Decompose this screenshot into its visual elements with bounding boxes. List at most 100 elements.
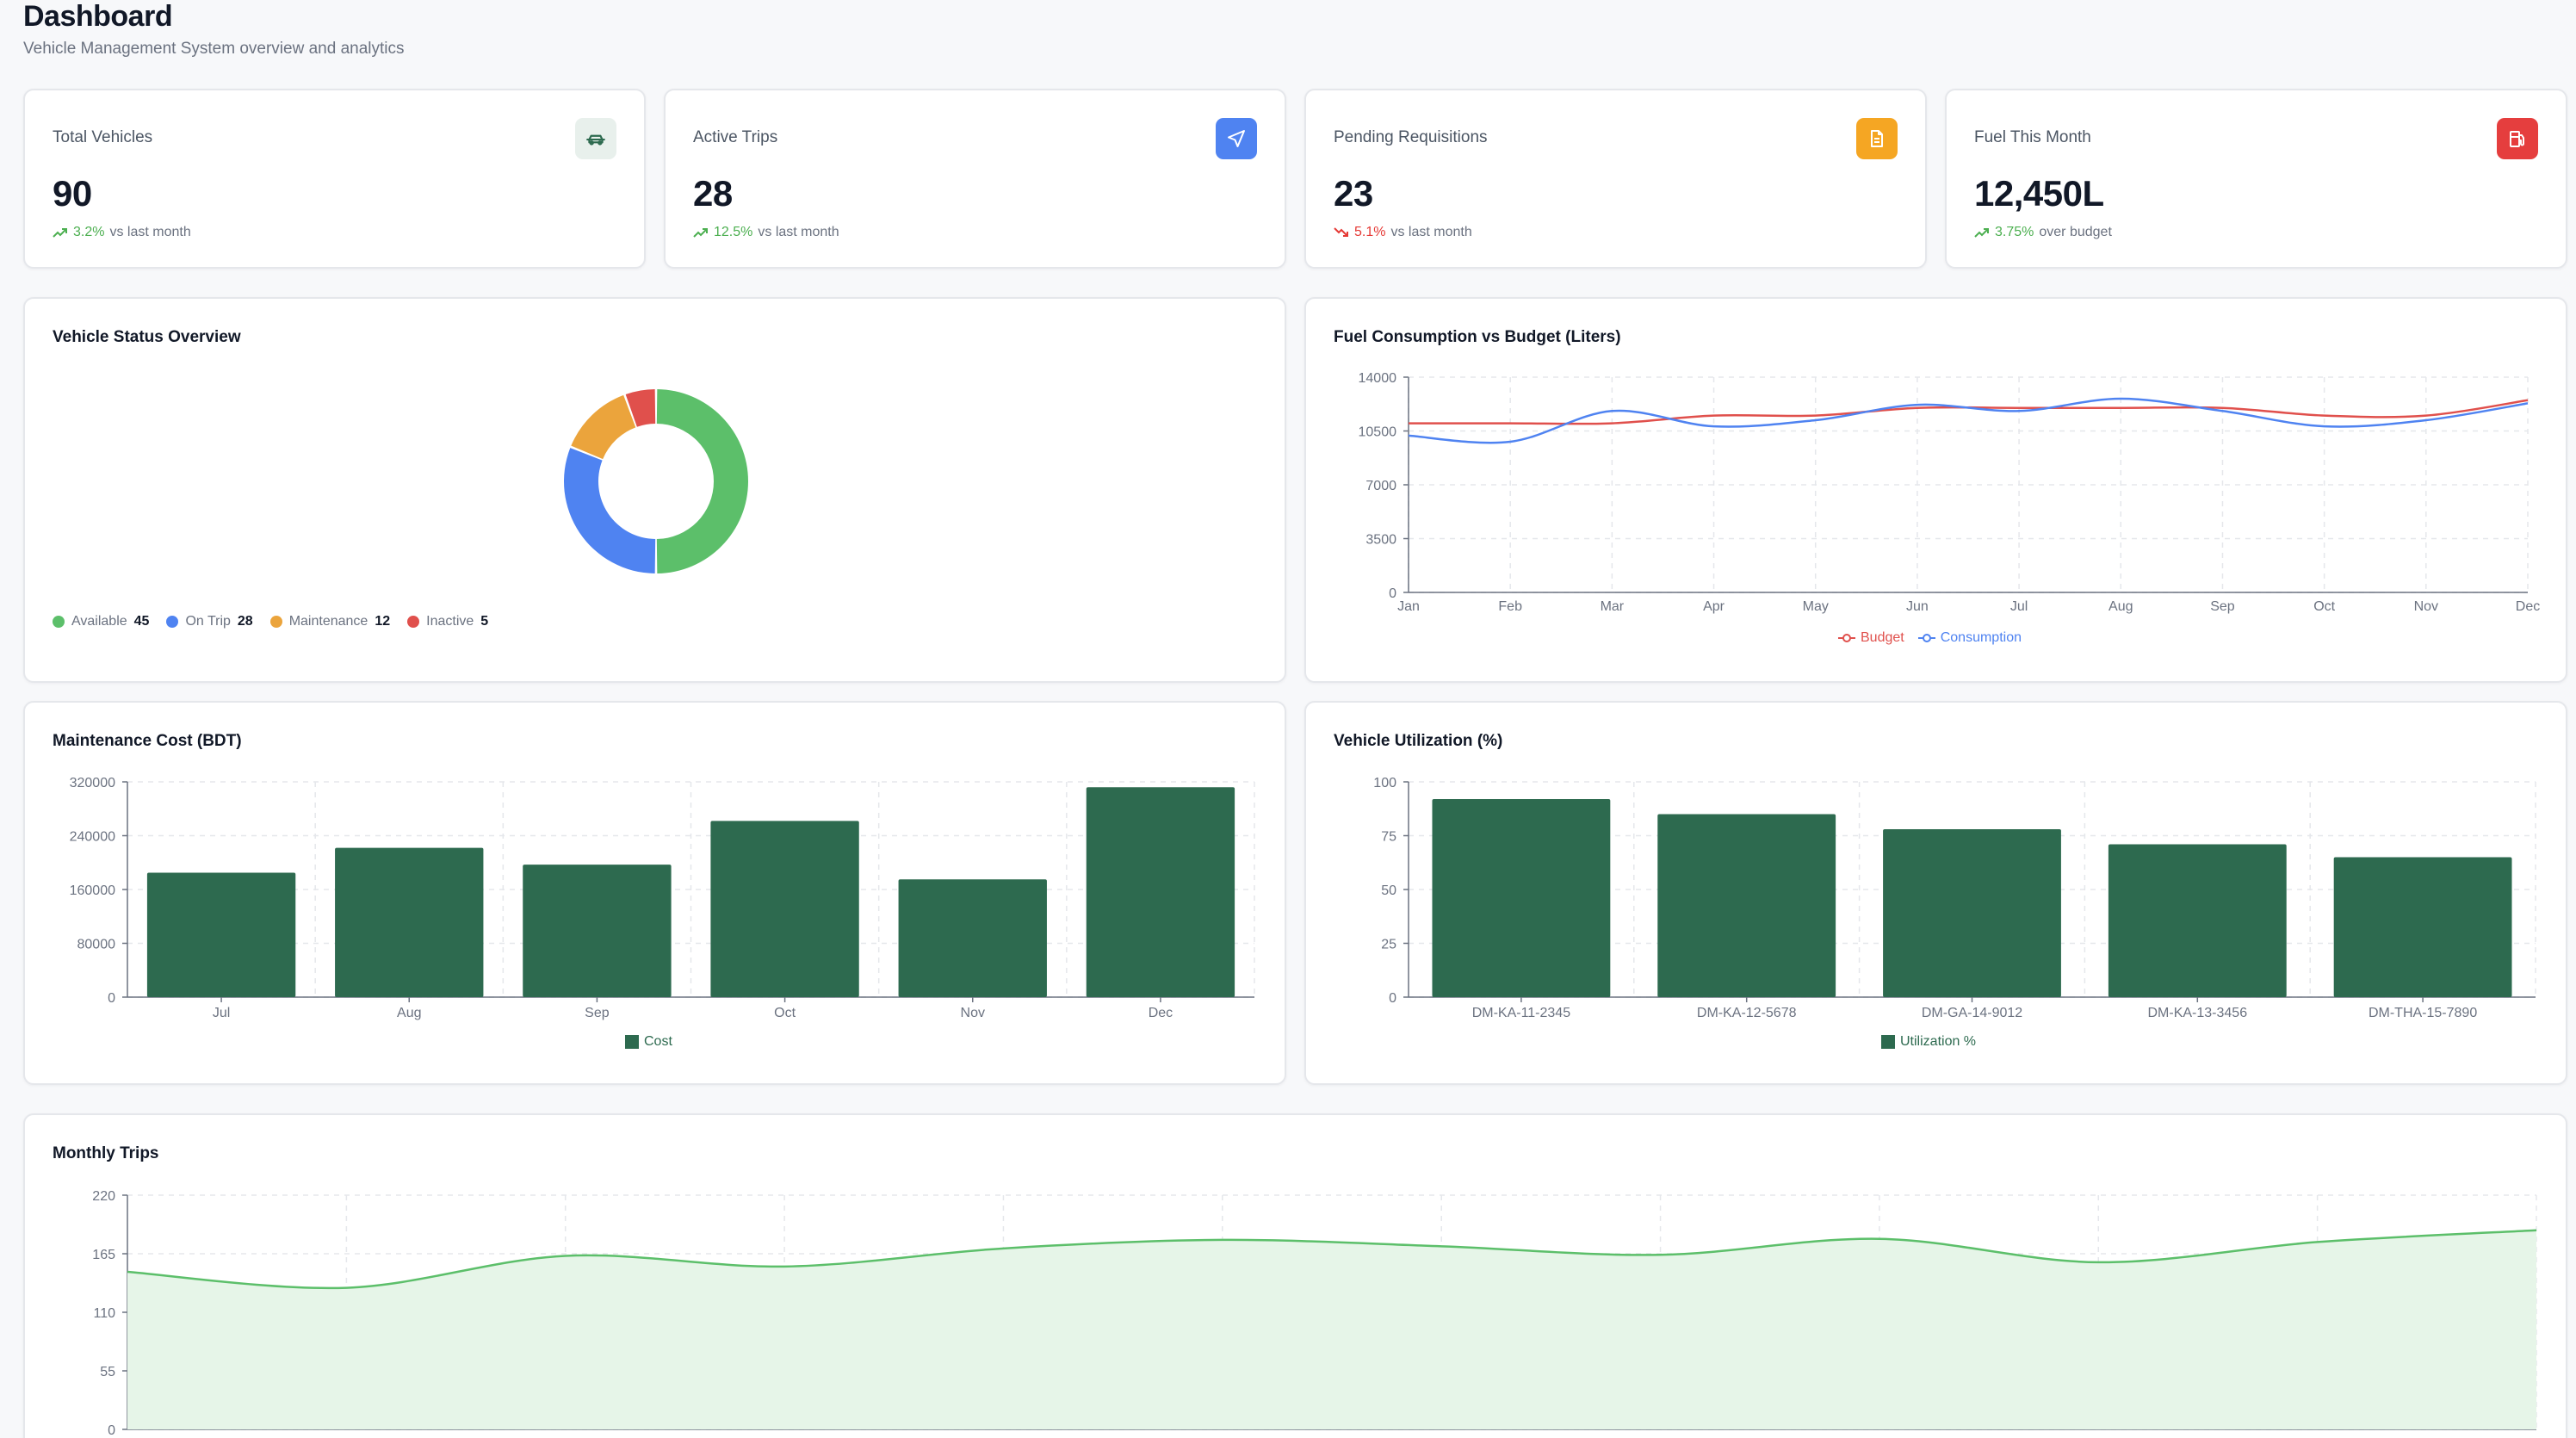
legend-swatch [1917, 634, 1935, 642]
stat-label: Fuel This Month [1974, 128, 2091, 146]
x-tick-label: Jul [213, 1006, 230, 1020]
stat-value: 23 [1334, 173, 1373, 214]
trend-up-icon [1974, 228, 1989, 238]
legend-label: Consumption [1940, 630, 2022, 645]
y-tick-label: 0 [1389, 991, 1396, 1006]
legend-swatch [53, 616, 65, 628]
legend-budget[interactable]: Budget [1838, 630, 1904, 646]
x-tick-label: Nov [2414, 599, 2438, 614]
card-title: Maintenance Cost (BDT) [53, 732, 242, 750]
x-tick-label: Apr [1703, 599, 1725, 614]
legend-cost[interactable]: Cost [625, 1034, 672, 1050]
legend-label: Inactive [426, 614, 474, 629]
area-line [127, 1229, 2537, 1290]
bar [1086, 787, 1235, 997]
legend-swatch [407, 616, 420, 628]
trend-percent: 5.1% [1354, 225, 1386, 239]
legend-count: 5 [480, 614, 489, 629]
stat-trend: 12.5% vs last month [693, 225, 839, 240]
utilization-bar-chart: 0 25 50 75 100 DM-KA-11-2345 DM-KA-12-5678 DM-G… [1373, 776, 2536, 1020]
stat-value: 90 [53, 173, 92, 214]
bar [1883, 829, 2061, 997]
y-tick-label: 25 [1381, 938, 1396, 952]
utilization-legend: Utilization % [1881, 1034, 1976, 1050]
y-tick-label: 14000 [1359, 371, 1397, 386]
x-tick-label: Feb [1498, 599, 1522, 614]
legend-label: On Trip [185, 614, 231, 629]
donut-slice-on-trip [564, 448, 656, 573]
stat-card-total-vehicles: Total Vehicles 90 3.2% vs last month [23, 89, 646, 269]
legend-inactive[interactable]: Inactive 5 [407, 614, 498, 629]
donut-slice-inactive [625, 389, 656, 427]
x-tick-label: DM-KA-12-5678 [1697, 1006, 1797, 1020]
stat-trend: 5.1% vs last month [1334, 225, 1472, 240]
vehicle-status-card: Vehicle Status Overview Available 45 On … [23, 297, 1286, 683]
legend-available[interactable]: Available 45 [53, 614, 159, 629]
legend-swatch [1881, 1035, 1895, 1049]
vehicle-utilization-card: Vehicle Utilization (%) 0 25 50 75 100 DM-KA-… [1304, 701, 2567, 1085]
series-line-consumption [1408, 397, 2529, 444]
x-tick-label: Jun [1906, 599, 1929, 614]
x-tick-label: Aug [397, 1006, 421, 1020]
bar [710, 821, 859, 997]
legend-label: Budget [1861, 630, 1904, 645]
trend-up-icon [693, 228, 708, 238]
maintenance-cost-card: Maintenance Cost (BDT) 0 80000 160000 24000… [23, 701, 1286, 1085]
trend-text: vs last month [109, 225, 191, 239]
x-tick-label: Jul [2010, 599, 2028, 614]
legend-swatch [269, 616, 282, 628]
legend-swatch [1838, 634, 1855, 642]
donut-slice-maintenance [571, 394, 636, 460]
maintenance-bar-chart: 0 80000 160000 240000 320000 Jul Aug Sep Oct Nov D… [70, 776, 1255, 1020]
y-tick-label: 10500 [1359, 425, 1397, 440]
status-legend: Available 45 On Trip 28 Maintenance 12 I… [53, 614, 498, 629]
trend-up-icon [53, 228, 67, 238]
fuel-icon [2497, 118, 2538, 159]
card-title: Vehicle Utilization (%) [1334, 732, 1503, 750]
x-tick-label: Dec [1149, 1006, 1173, 1020]
trips-area-chart: 0 55 110 165 220 [92, 1189, 2537, 1438]
bar [1657, 814, 1836, 997]
legend-maintenance[interactable]: Maintenance 12 [269, 614, 400, 629]
legend-label: Utilization % [1900, 1034, 1977, 1049]
legend-on-trip[interactable]: On Trip 28 [166, 614, 263, 629]
x-tick-label: May [1803, 599, 1829, 614]
y-tick-label: 220 [92, 1189, 115, 1204]
legend-consumption[interactable]: Consumption [1917, 630, 2022, 646]
trend-percent: 12.5% [714, 225, 753, 239]
y-tick-label: 0 [1389, 586, 1396, 601]
y-tick-label: 100 [1373, 776, 1396, 790]
stat-card-pending-requisitions: Pending Requisitions 23 5.1% vs last mon… [1304, 89, 1927, 269]
y-tick-label: 55 [100, 1365, 115, 1379]
legend-utilization[interactable]: Utilization % [1881, 1034, 1976, 1050]
x-tick-label: Sep [2210, 599, 2235, 614]
card-title: Fuel Consumption vs Budget (Liters) [1334, 328, 1621, 346]
x-tick-label: DM-KA-13-3456 [2147, 1006, 2247, 1020]
legend-label: Cost [644, 1034, 672, 1049]
x-tick-label: DM-GA-14-9012 [1922, 1006, 2022, 1020]
stat-label: Total Vehicles [53, 128, 153, 146]
bar [335, 847, 484, 997]
y-tick-label: 0 [108, 991, 115, 1006]
legend-swatch [625, 1035, 639, 1049]
y-tick-label: 160000 [70, 883, 115, 898]
y-tick-label: 320000 [70, 776, 115, 790]
bar [2108, 844, 2287, 997]
stat-card-fuel-this-month: Fuel This Month 12,450L 3.75% over budge… [1945, 89, 2567, 269]
stat-trend: 3.75% over budget [1974, 225, 2112, 240]
trend-down-icon [1334, 227, 1348, 237]
legend-label: Maintenance [288, 614, 368, 629]
stat-value: 28 [693, 173, 733, 214]
page-title: Dashboard [23, 0, 173, 33]
trend-text: vs last month [758, 225, 839, 239]
bar [523, 865, 672, 997]
bar [2333, 857, 2512, 997]
fuel-line-chart: 0 3500 7000 10500 14000 Jan Feb Mar Apr May Jun Jul… [1359, 371, 2541, 614]
y-tick-label: 165 [92, 1248, 115, 1262]
stat-card-active-trips: Active Trips 28 12.5% vs last month [664, 89, 1286, 269]
navigation-icon [1216, 118, 1257, 159]
card-title: Vehicle Status Overview [53, 328, 241, 346]
donut-chart [564, 389, 748, 573]
trend-percent: 3.2% [73, 225, 105, 239]
bar [1432, 799, 1611, 997]
